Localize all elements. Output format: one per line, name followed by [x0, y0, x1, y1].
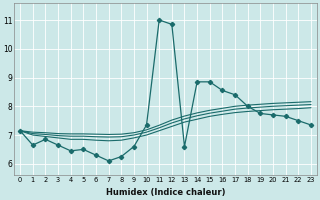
X-axis label: Humidex (Indice chaleur): Humidex (Indice chaleur) — [106, 188, 225, 197]
